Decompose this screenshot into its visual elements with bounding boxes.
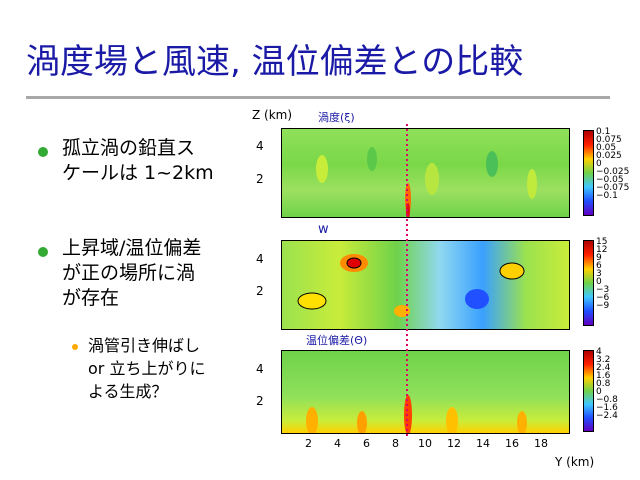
z-tick: 2 <box>256 172 264 186</box>
vorticity-panel <box>281 128 570 218</box>
y-tick: 16 <box>505 437 519 450</box>
bullet-dot <box>38 147 48 157</box>
bullet-2-line-3: が存在 <box>62 287 120 309</box>
bullet-2-line-2: が正の場所に渦 <box>62 262 196 284</box>
z-tick: 4 <box>256 139 264 153</box>
bullet-dot <box>38 247 48 257</box>
z-tick: 4 <box>256 362 264 376</box>
w-panel <box>281 240 570 330</box>
z-axis-label: Z (km) <box>252 108 293 122</box>
z-tick: 4 <box>256 252 264 266</box>
bullet-1-line-2: ケールは 1~2km <box>62 162 214 184</box>
panel-label-w: w <box>318 222 329 237</box>
y-tick: 12 <box>447 437 461 450</box>
colorbar-labels-vorticity: 0.1 0.075 0.05 0.025 0 −0.025 −0.05 −0.0… <box>596 127 630 201</box>
sub-bullet-dot <box>72 344 78 350</box>
y-tick: 2 <box>305 437 312 450</box>
sub-bullet-line-2: or 立ち上がりに <box>88 359 206 378</box>
y-tick: 4 <box>334 437 341 450</box>
y-tick: 6 <box>363 437 370 450</box>
y-axis-label: Y (km) <box>555 455 595 469</box>
z-tick: 2 <box>256 284 264 298</box>
title-divider <box>26 96 610 99</box>
colorbar-labels-w: 15 12 9 6 3 0 −3 −6 −9 <box>596 237 610 311</box>
colorbar-vorticity <box>583 130 594 216</box>
y-tick: 18 <box>534 437 548 450</box>
sub-bullet-line-3: よる生成？ <box>88 382 168 401</box>
panel-label-vorticity: 渦度(ξ) <box>318 111 355 124</box>
colorbar-w <box>583 240 594 326</box>
z-tick: 2 <box>256 394 264 408</box>
panel-label-theta: 温位偏差(Θ) <box>306 334 368 347</box>
bullet-2-line-1: 上昇域/温位偏差 <box>62 237 202 259</box>
sub-bullet-line-1: 渦管引き伸ばし <box>88 336 201 355</box>
y-tick: 8 <box>392 437 399 450</box>
colorbar-labels-theta: 4 3.2 2.4 1.6 0.8 0 −0.8 −1.6 −2.4 <box>596 347 618 421</box>
bullet-1-line-1: 孤立渦の鉛直ス <box>62 137 196 159</box>
y-tick: 10 <box>418 437 432 450</box>
colorbar-theta <box>583 350 594 432</box>
slide-title: 渦度場と風速, 温位偏差との比較 <box>26 42 524 82</box>
y-tick: 14 <box>476 437 490 450</box>
